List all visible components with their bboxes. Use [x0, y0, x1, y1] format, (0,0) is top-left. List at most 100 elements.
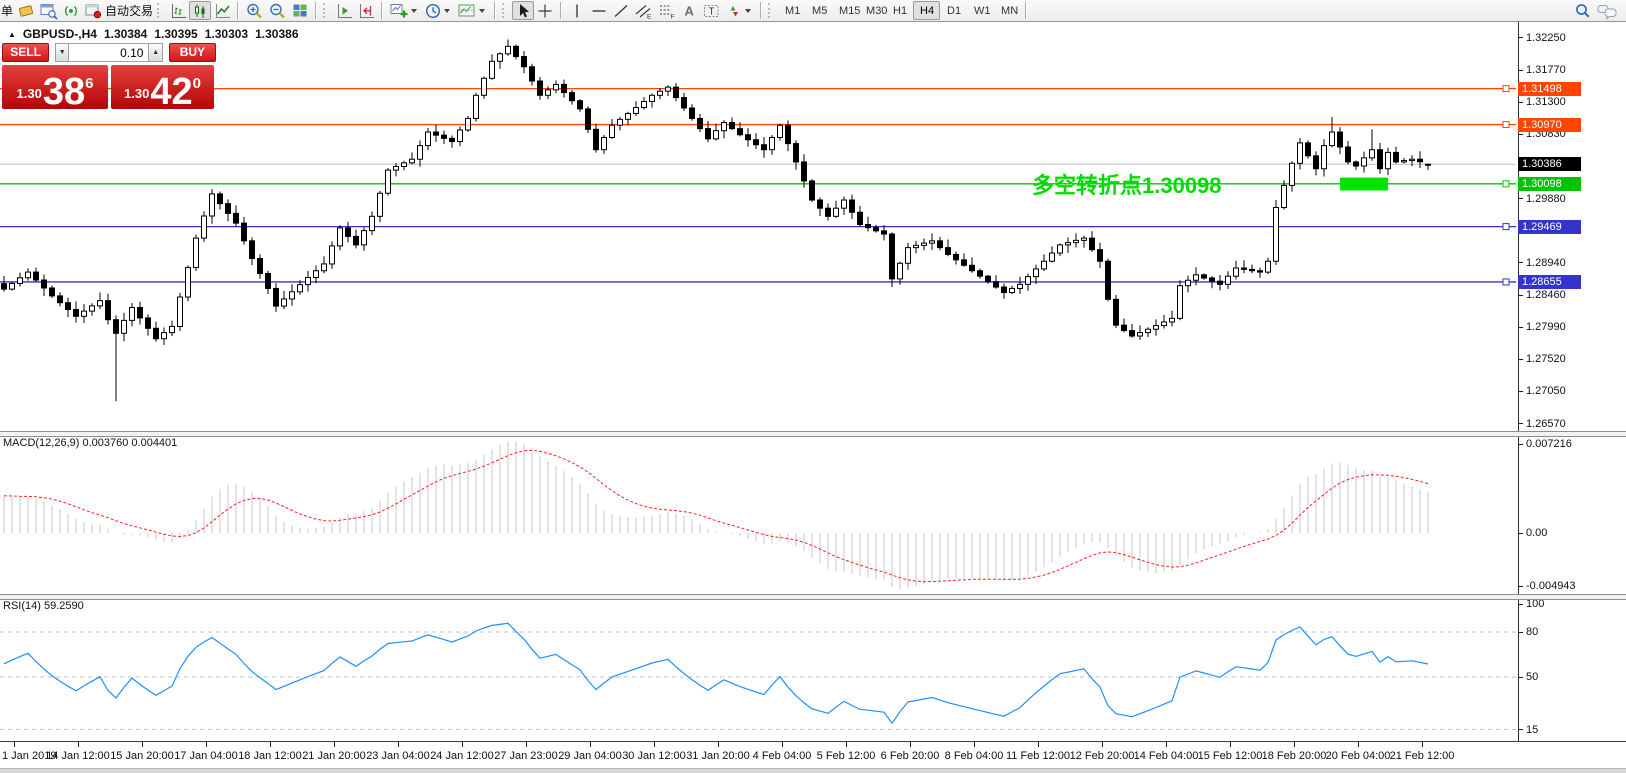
macd-signal-line: [3, 449, 1429, 583]
macd-panel-splitter[interactable]: [0, 431, 1626, 437]
indicators-button[interactable]: [387, 1, 422, 20]
time-axis-tick: [14, 742, 15, 747]
candle-body: [777, 124, 783, 138]
candle-body: [817, 199, 823, 209]
text-label-button[interactable]: T: [700, 1, 723, 20]
text-icon: A: [681, 2, 697, 20]
candle-body: [473, 94, 479, 119]
timeframe-button-m5[interactable]: M5: [805, 1, 832, 20]
candle-body: [297, 284, 303, 293]
candle-body: [649, 94, 655, 102]
tile-windows-button[interactable]: [289, 1, 311, 20]
candle-body: [49, 287, 55, 297]
candle-body: [369, 215, 375, 232]
time-axis[interactable]: 1 Jan 2019 14 Jan 12:00 15 Jan 20:00 17 Jan…: [0, 742, 1626, 768]
channel-button[interactable]: E: [632, 1, 655, 20]
time-axis-tick: [1038, 742, 1039, 747]
level-handle[interactable]: [1502, 121, 1510, 129]
horizontal-line-button[interactable]: [588, 1, 610, 20]
timeframe-button-h4[interactable]: H4: [913, 1, 941, 21]
price-axis-tick: 1.27050: [1518, 385, 1566, 397]
highlight-rectangle[interactable]: [1340, 177, 1388, 191]
candle-body: [1097, 249, 1103, 262]
rsi-panel-splitter[interactable]: [0, 594, 1626, 600]
buy-price-big: 42: [150, 70, 193, 113]
level-handle[interactable]: [1502, 85, 1510, 93]
zoom-in-button[interactable]: [243, 1, 266, 20]
timeframe-button-m15[interactable]: M15: [832, 1, 860, 20]
buy-price-button[interactable]: 1.30 42 0: [111, 65, 214, 113]
timeframe-button-m1[interactable]: M1: [778, 1, 805, 20]
time-axis-label: 15 Feb 12:00: [1197, 750, 1263, 762]
linechart-button[interactable]: [211, 1, 233, 20]
candle-body: [449, 137, 455, 143]
market-watch-button[interactable]: [37, 1, 60, 20]
chevron-down-icon: [745, 8, 752, 13]
sell-button[interactable]: SELL: [2, 43, 50, 62]
data-window-button[interactable]: [15, 1, 37, 20]
volume-increase-button[interactable]: ▲: [148, 43, 163, 62]
trendline-button[interactable]: [610, 1, 632, 20]
cursor-button[interactable]: [512, 1, 535, 20]
template-icon: [457, 2, 477, 20]
vertical-line-button[interactable]: [566, 1, 588, 20]
volume-input[interactable]: [69, 43, 149, 62]
buy-price-prefix: 1.30: [124, 86, 150, 101]
new-order-button[interactable]: 单: [1, 4, 14, 18]
candle-body: [897, 262, 903, 280]
candle-body: [585, 108, 591, 130]
equidistant-channel-icon: E: [634, 2, 653, 20]
trendline-icon: [612, 2, 630, 20]
toolbar-grip: [323, 3, 329, 18]
chart-autoscroll-button[interactable]: [355, 1, 377, 20]
timeframe-button-mn[interactable]: MN: [994, 1, 1021, 20]
chat-button[interactable]: [1594, 1, 1620, 20]
periods-button[interactable]: [422, 1, 455, 20]
candle-body: [889, 233, 895, 280]
candle-body: [977, 270, 983, 277]
barchart-button[interactable]: [167, 1, 189, 20]
price-level-label: 1.30386: [1518, 157, 1581, 172]
timeframe-button-w1[interactable]: W1: [967, 1, 994, 20]
price-axis-tick: 80: [1518, 626, 1538, 638]
zoom-out-button[interactable]: [266, 1, 289, 20]
candle-body: [377, 192, 383, 217]
candle-body: [1369, 149, 1375, 159]
search-button[interactable]: [1571, 1, 1594, 20]
candle-body: [657, 90, 663, 96]
collapse-panel-icon[interactable]: ▲: [8, 29, 16, 39]
timeframe-button-h1[interactable]: H1: [886, 1, 913, 20]
candle-body: [1337, 131, 1343, 148]
sell-price-button[interactable]: 1.30 38 6: [2, 65, 108, 111]
text-label-icon: T: [702, 2, 721, 20]
candle-body: [313, 270, 319, 279]
candlestick-button[interactable]: [189, 1, 212, 20]
arrows-button[interactable]: [723, 1, 756, 20]
sell-price-prefix: 1.30: [16, 86, 42, 101]
toolbar-separator: [1025, 2, 1028, 19]
time-axis-tick: [142, 742, 143, 747]
volume-decrease-button[interactable]: ▼: [54, 43, 70, 62]
price-axis[interactable]: 1.322501.317701.313001.308301.298801.294…: [1518, 22, 1626, 741]
level-handle[interactable]: [1502, 278, 1510, 286]
candle-body: [1033, 268, 1039, 278]
candle-body: [945, 247, 951, 255]
text-button[interactable]: A: [678, 1, 700, 20]
candle-body: [321, 263, 327, 272]
toolbar-grip: [502, 3, 508, 18]
candle-body: [521, 56, 527, 68]
fibonacci-button[interactable]: F: [655, 1, 678, 20]
timeframe-button-d1[interactable]: D1: [940, 1, 967, 20]
autotrading-button[interactable]: 自动交易: [82, 1, 155, 20]
level-handle[interactable]: [1502, 223, 1510, 231]
time-axis-label: 5 Feb 12:00: [816, 750, 876, 762]
templates-button[interactable]: [455, 1, 490, 20]
timeframe-button-m30[interactable]: M30: [859, 1, 887, 20]
crosshair-button[interactable]: [534, 1, 556, 20]
signals-button[interactable]: [60, 1, 82, 20]
level-handle[interactable]: [1502, 180, 1510, 188]
chart-shift-button[interactable]: [333, 1, 355, 20]
buy-button[interactable]: BUY: [168, 43, 216, 62]
svg-text:E: E: [647, 13, 652, 20]
